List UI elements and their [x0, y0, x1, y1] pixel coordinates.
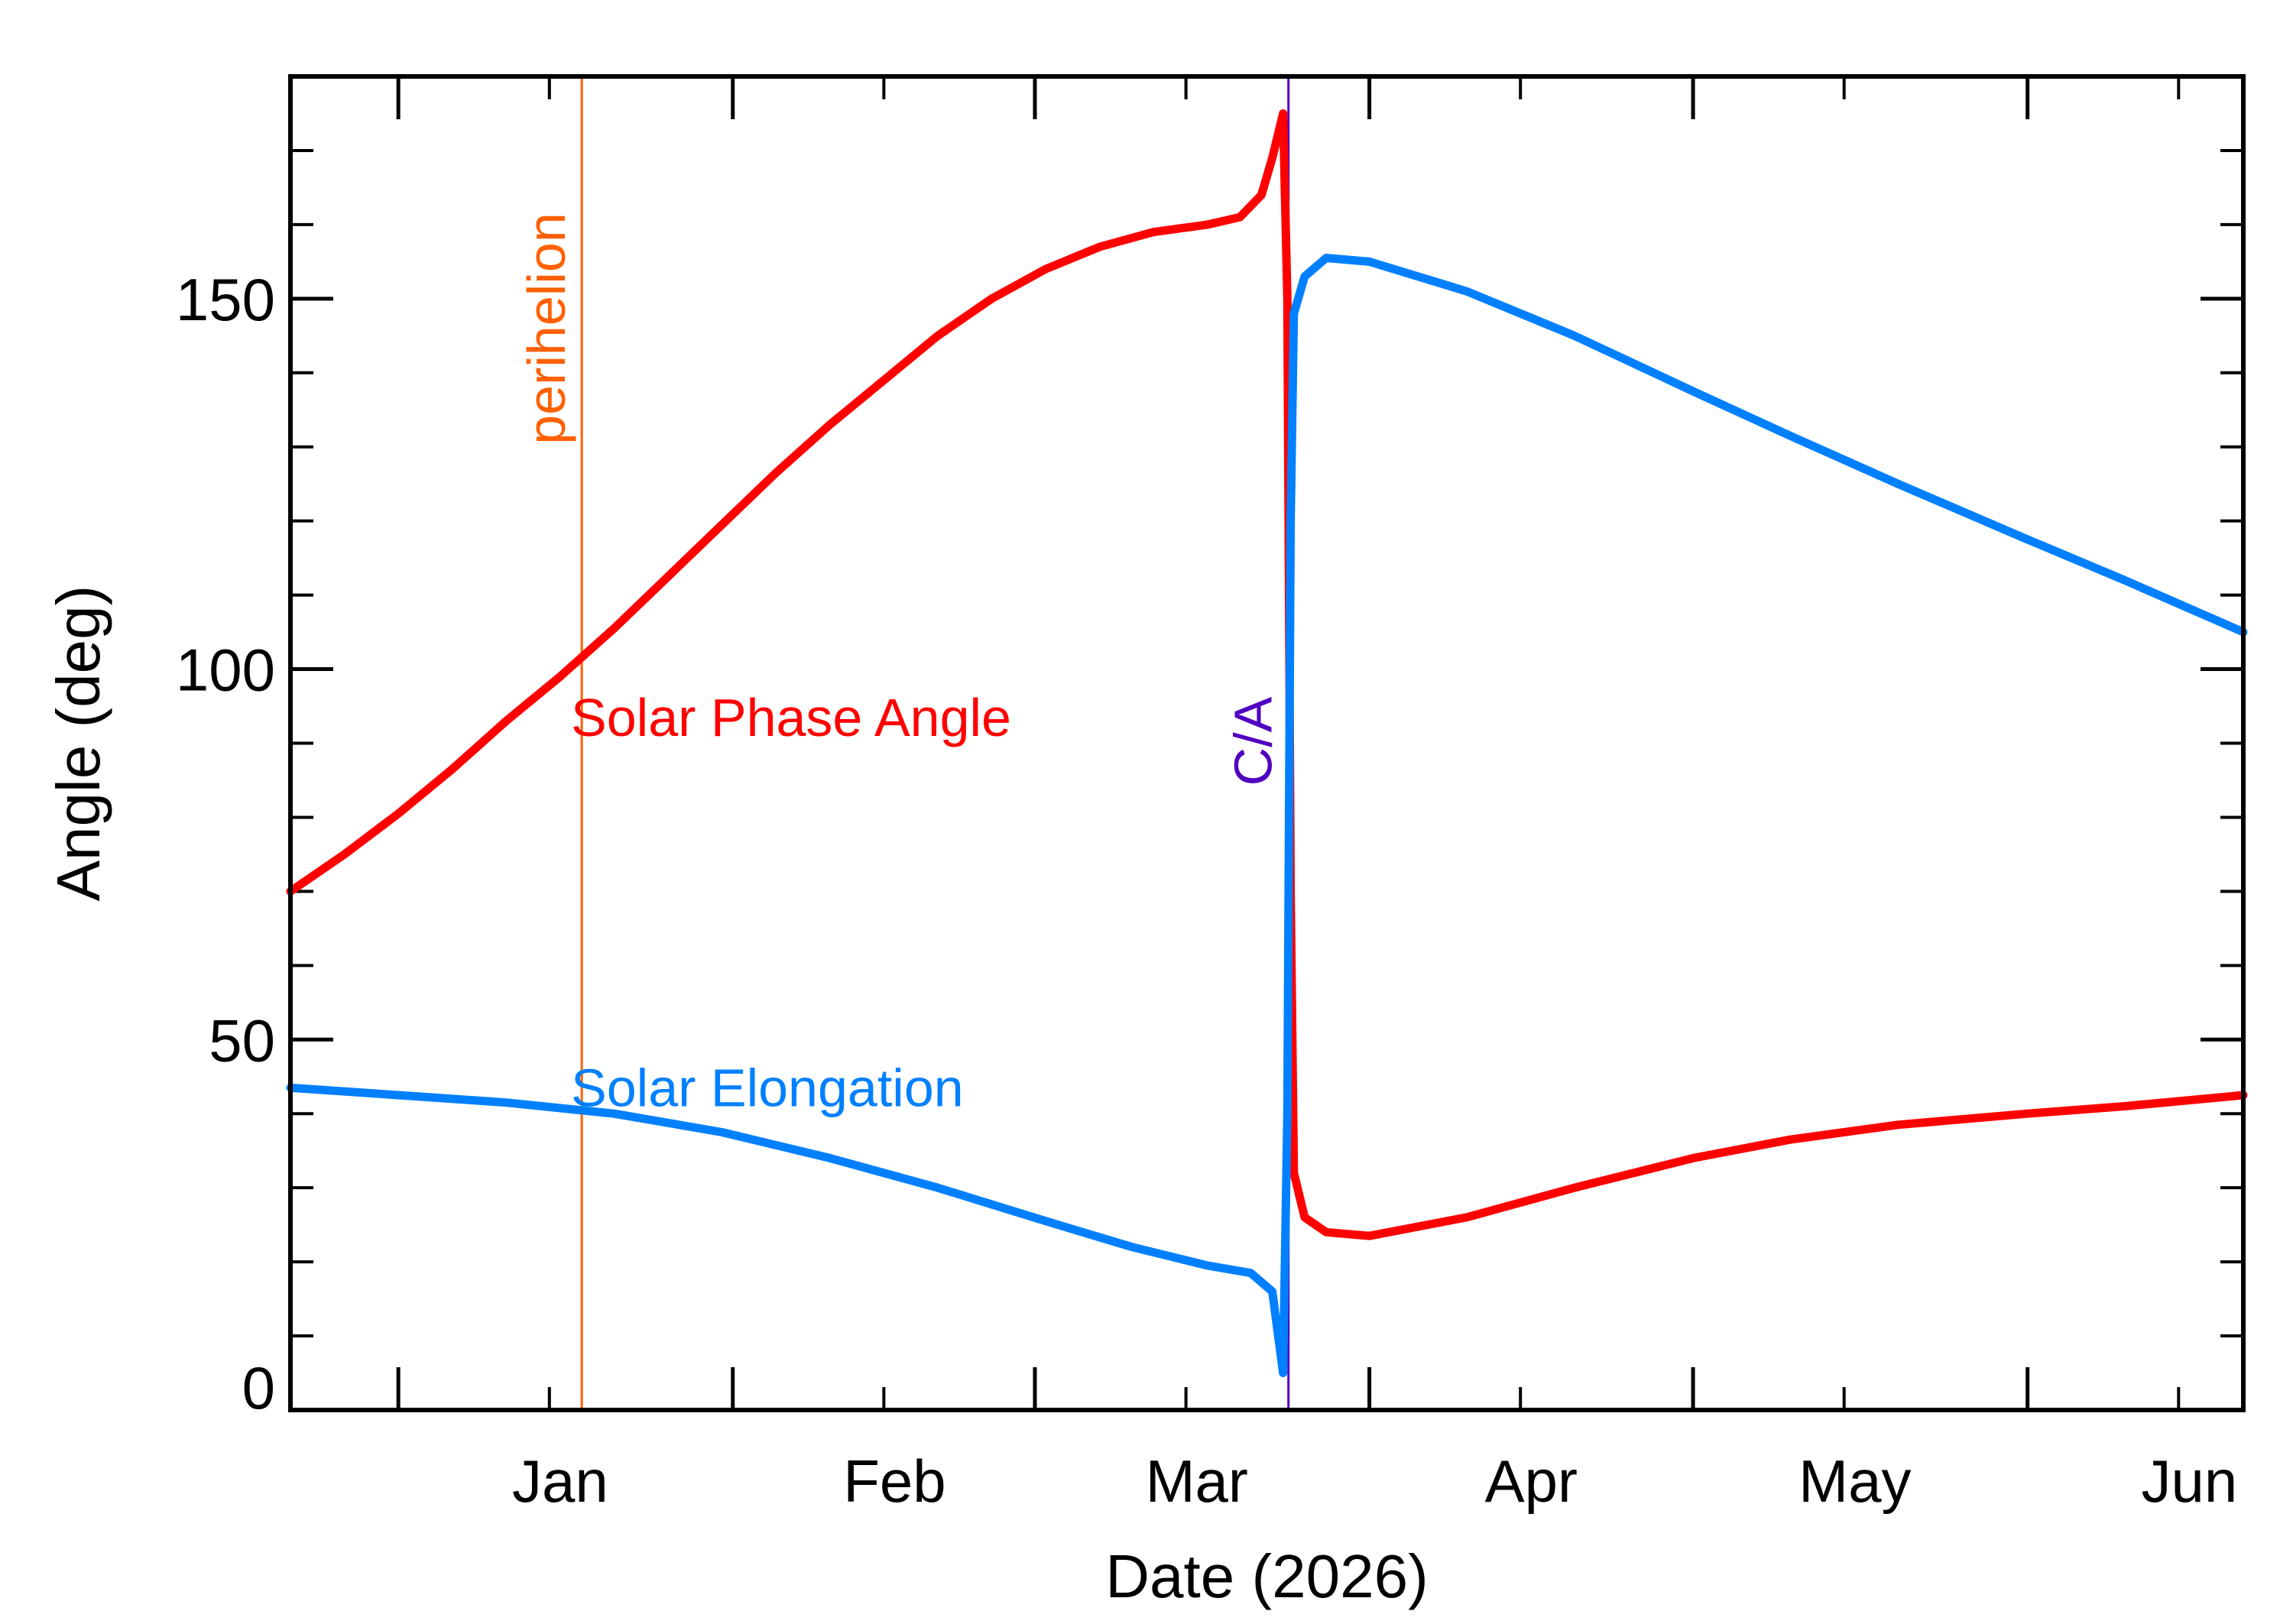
marker-label: perihelion: [517, 212, 576, 445]
series-layer: [286, 109, 2248, 1377]
series-annotation: Solar Elongation: [571, 1058, 964, 1118]
y-axis-title: Angle (deg): [44, 585, 112, 902]
x-tick-label: Jan: [512, 1447, 608, 1515]
series-line: [286, 109, 2248, 1240]
x-tick-label: Feb: [843, 1447, 945, 1515]
y-tick-label: 0: [242, 1354, 275, 1421]
y-tick-label: 100: [176, 637, 275, 704]
x-tick-label: May: [1798, 1447, 1911, 1515]
x-tick-label: Mar: [1146, 1447, 1248, 1515]
y-tick-label: 150: [176, 266, 275, 333]
x-tick-label: Jun: [2142, 1447, 2238, 1515]
series-line: [286, 254, 2248, 1377]
plot-frame: [288, 74, 2246, 1412]
marker-label: C/A: [1224, 696, 1283, 786]
labels-layer: Jan Feb Mar Apr May Jun 0 50 100 150 perihelion C/A…: [176, 212, 2237, 1515]
x-axis-title: Date (2026): [1105, 1542, 1428, 1610]
x-tick-label: Apr: [1485, 1447, 1578, 1515]
y-tick-label: 50: [209, 1006, 275, 1074]
series-annotation: Solar Phase Angle: [571, 688, 1011, 747]
